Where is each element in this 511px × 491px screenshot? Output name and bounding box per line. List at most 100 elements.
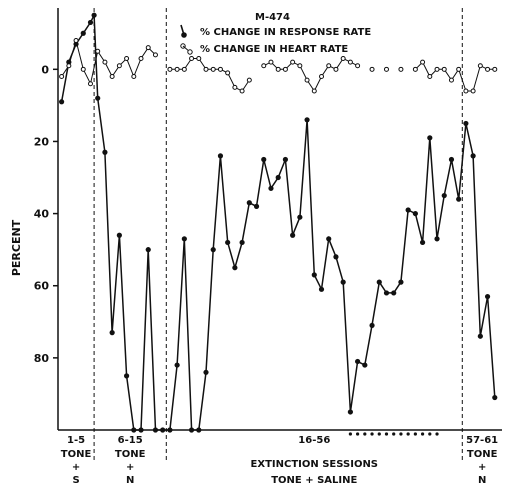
heart-point: [340, 55, 346, 61]
phase-labels: 1-5 TONE + S 6-15 TONE + N 16-56 EXTINCTION SESSI…: [61, 435, 498, 486]
extinction-markers: [348, 432, 439, 436]
heart-point: [369, 66, 375, 72]
heart-point: [95, 48, 101, 54]
response-point: [376, 279, 382, 285]
heart-point: [333, 66, 339, 72]
response-point: [398, 279, 404, 285]
phase-label-line3: N: [478, 475, 486, 486]
heart-point: [434, 66, 440, 72]
heart-point: [268, 59, 274, 65]
series-heart-rate: [59, 37, 498, 94]
phase-label-line1: TONE: [115, 449, 146, 460]
response-point: [203, 369, 209, 375]
phase-label-line1: TONE: [467, 449, 498, 460]
legend: % CHANGE IN RESPONSE RATE % CHANGE IN HE…: [180, 24, 371, 55]
response-point: [391, 290, 397, 296]
response-point: [210, 247, 216, 253]
extinction-marker: [428, 432, 432, 436]
response-point: [333, 254, 339, 260]
y-tick-label: 40: [34, 208, 50, 221]
heart-point: [80, 66, 86, 72]
response-point: [290, 232, 296, 238]
response-point: [347, 409, 353, 415]
heart-point: [203, 66, 209, 72]
response-point: [427, 135, 433, 141]
heart-point: [217, 66, 223, 72]
heart-point: [131, 74, 137, 80]
heart-point: [246, 77, 252, 83]
phase-boundaries: [93, 8, 463, 462]
response-point: [355, 358, 361, 365]
legend-response-label: % CHANGE IN RESPONSE RATE: [200, 27, 371, 38]
series-heart-line: [61, 38, 495, 93]
heart-point: [290, 59, 296, 65]
legend-item-heart: % CHANGE IN HEART RATE: [180, 43, 348, 55]
phase-label-line3: N: [126, 475, 134, 486]
response-point: [383, 290, 390, 296]
heart-point: [124, 55, 130, 61]
series-response-line: [60, 12, 496, 431]
response-point: [80, 30, 86, 36]
response-point: [59, 99, 65, 105]
heart-point: [420, 59, 426, 65]
response-point: [434, 236, 440, 242]
heart-point: [167, 66, 173, 72]
response-point: [362, 362, 368, 368]
response-point: [181, 236, 187, 242]
extinction-marker: [406, 432, 410, 436]
phase-label-range: 1-5: [67, 435, 85, 446]
heart-point: [485, 66, 491, 72]
heart-point: [189, 55, 195, 61]
response-point: [217, 153, 224, 159]
response-point: [304, 117, 310, 123]
response-point: [102, 149, 108, 155]
heart-point: [210, 66, 216, 72]
response-point: [261, 156, 267, 163]
heart-point: [456, 66, 462, 72]
heart-point: [304, 77, 310, 83]
phase-label-range: 6-15: [118, 435, 143, 446]
response-point: [448, 156, 455, 163]
response-point: [116, 232, 122, 238]
response-point: [456, 196, 462, 202]
response-point: [282, 156, 289, 163]
response-point: [297, 214, 303, 220]
response-point: [470, 153, 476, 159]
response-point: [138, 427, 144, 433]
extinction-marker: [392, 432, 396, 436]
response-point: [246, 200, 252, 206]
legend-heart-marker-2: [187, 49, 193, 55]
phase-label-range: 16-56: [298, 435, 330, 446]
heart-point: [66, 63, 72, 69]
heart-point: [116, 63, 122, 69]
response-point: [253, 203, 260, 209]
response-point: [412, 210, 418, 217]
phase-label-line3: S: [72, 475, 79, 486]
response-point: [188, 427, 195, 433]
phase-label-line2: +: [478, 462, 486, 473]
heart-point: [181, 66, 187, 72]
response-point: [369, 322, 375, 329]
response-point: [492, 394, 498, 401]
phase-label-line1: TONE: [61, 449, 92, 460]
extinction-marker: [370, 432, 374, 436]
legend-heart-label: % CHANGE IN HEART RATE: [200, 44, 348, 55]
y-tick-label: 20: [34, 135, 50, 148]
extinction-marker: [399, 432, 403, 436]
legend-item-response: % CHANGE IN RESPONSE RATE: [180, 24, 371, 38]
heart-point: [59, 74, 65, 80]
response-point: [463, 120, 469, 127]
heart-point: [196, 55, 202, 61]
response-point: [318, 286, 325, 292]
response-point: [441, 192, 447, 199]
heart-point: [138, 55, 144, 61]
phase-label-line2: TONE + SALINE: [271, 475, 357, 486]
y-ticks: 0 20 40 60 80: [34, 63, 58, 365]
heart-point: [225, 70, 231, 76]
phase-label-range: 57-61: [466, 435, 498, 446]
extinction-marker: [363, 432, 367, 436]
heart-point: [412, 66, 418, 72]
heart-point: [355, 63, 361, 69]
response-point: [160, 427, 166, 433]
heart-point: [448, 77, 454, 83]
